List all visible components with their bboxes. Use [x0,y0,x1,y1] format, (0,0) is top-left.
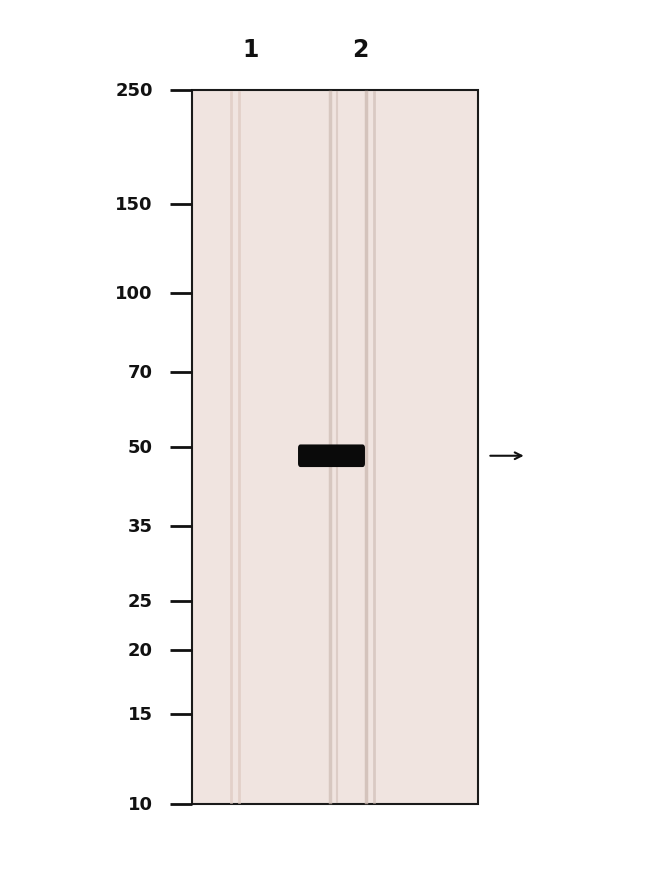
Text: 15: 15 [128,705,153,723]
Text: 70: 70 [128,364,153,382]
Text: 10: 10 [128,795,153,813]
Text: 35: 35 [128,518,153,535]
Text: 150: 150 [115,196,153,213]
Text: 250: 250 [115,83,153,100]
Text: 2: 2 [352,38,369,63]
Text: 50: 50 [128,439,153,456]
Text: 1: 1 [242,38,259,63]
Text: 25: 25 [128,592,153,610]
FancyBboxPatch shape [298,445,365,468]
Text: 20: 20 [128,641,153,660]
Bar [192,91,478,804]
Text: 100: 100 [115,285,153,303]
